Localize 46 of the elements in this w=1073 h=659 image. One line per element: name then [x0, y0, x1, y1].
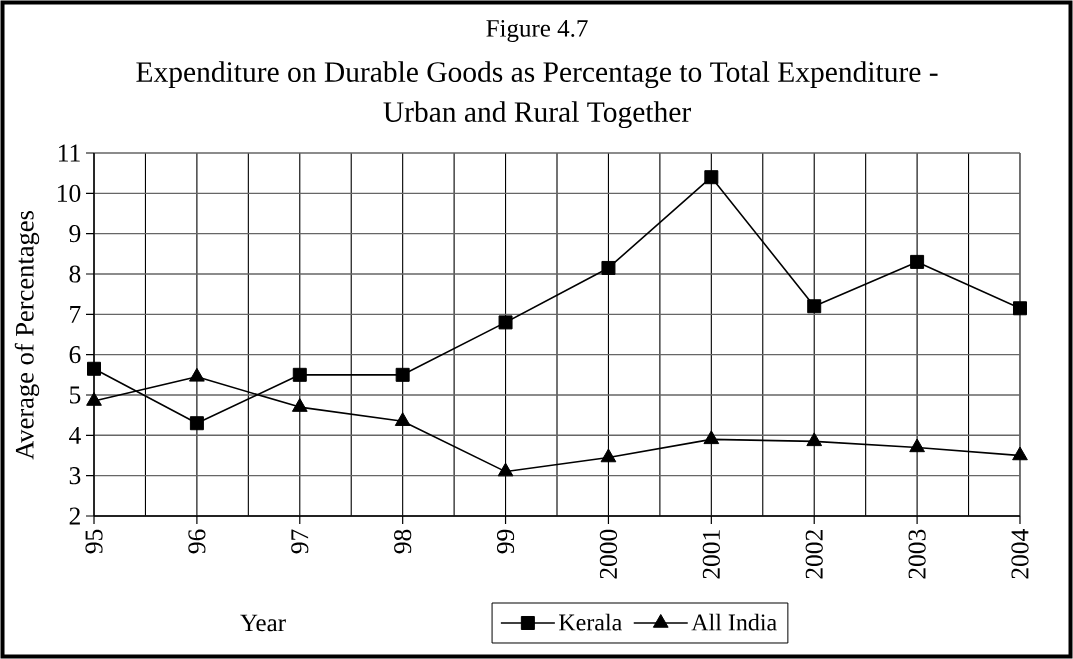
point — [497, 462, 514, 477]
y-tick-label: 3 — [69, 467, 81, 485]
y-tick-label: 11 — [58, 144, 80, 162]
x-tick-label: 2003 — [908, 529, 926, 579]
point — [601, 260, 616, 275]
point — [703, 430, 720, 445]
point — [806, 432, 823, 447]
legend-label: All India — [691, 613, 777, 631]
x-tick-label: 2001 — [702, 530, 720, 579]
point — [704, 170, 719, 185]
x-axis-title: Year — [240, 614, 286, 632]
x-tick-label: 97 — [291, 529, 309, 554]
x-tick-label: 2000 — [599, 529, 618, 579]
y-tick-label: 7 — [70, 305, 81, 323]
x-tick-label: 99 — [497, 529, 515, 554]
point — [395, 367, 410, 382]
point — [189, 367, 205, 382]
point — [394, 412, 411, 426]
y-tick-label: 10 — [58, 184, 81, 202]
point — [291, 398, 308, 412]
y-tick-label: 9 — [69, 225, 81, 243]
point — [600, 448, 617, 463]
y-tick-label: 2 — [69, 507, 80, 525]
point — [292, 367, 307, 382]
chart-title: Expenditure on Durable Goods as Percentage to Total Expenditure - Urban and Rural Together — [136, 61, 938, 129]
y-axis-title: Average of Percentages — [14, 211, 40, 460]
point — [909, 438, 925, 453]
legend-label: Kerala — [559, 613, 622, 631]
point — [189, 416, 204, 431]
x-tick-label: 98 — [394, 529, 412, 554]
x-tick-label: 2002 — [805, 530, 823, 579]
y-tick-label: 4 — [69, 426, 81, 444]
y-tick-label: 8 — [69, 265, 81, 283]
point — [1012, 301, 1027, 316]
point — [910, 254, 925, 269]
y-tick-label: 6 — [69, 346, 81, 364]
point — [498, 315, 513, 330]
x-tick-label: 95 — [85, 529, 103, 554]
x-tick-label: 96 — [188, 529, 206, 554]
caption: Figure 4.7 — [486, 20, 588, 42]
point — [807, 299, 822, 314]
point — [1012, 446, 1028, 461]
point — [87, 361, 102, 376]
x-tick-label: 2004 — [1011, 529, 1029, 579]
y-tick-label: 5 — [70, 386, 81, 404]
point — [86, 392, 102, 406]
